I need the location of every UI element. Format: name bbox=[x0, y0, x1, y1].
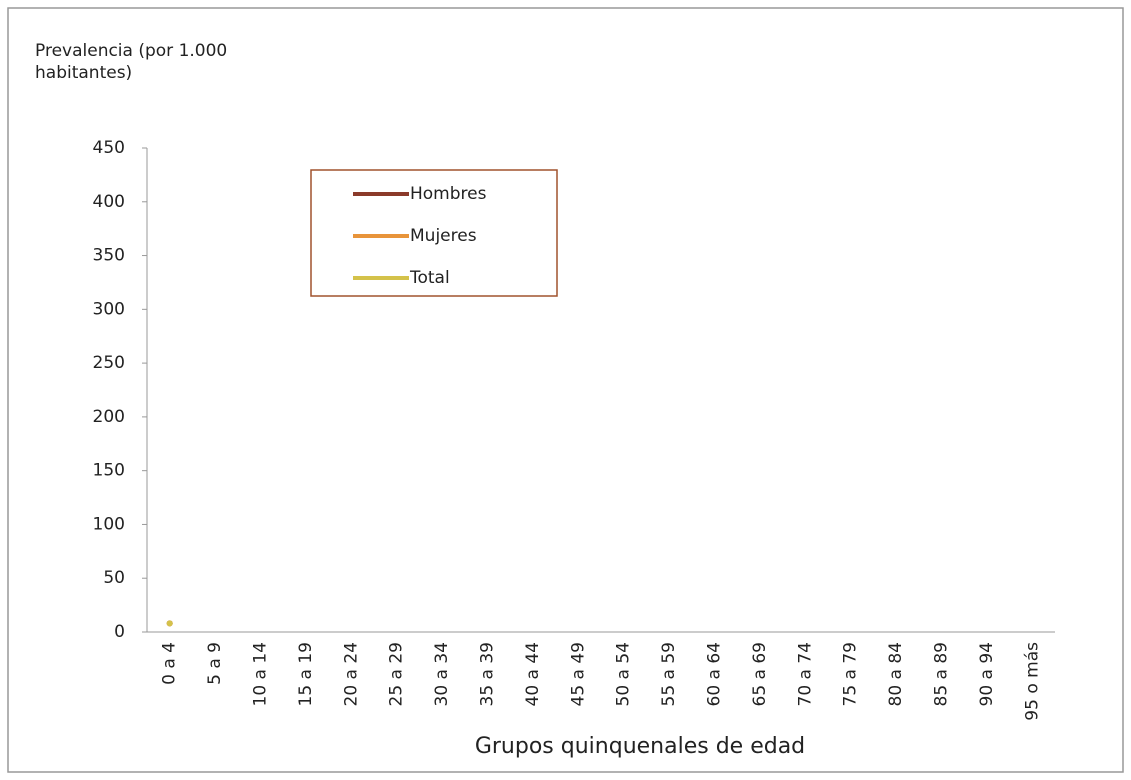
line-point bbox=[166, 620, 173, 627]
legend-label: Total bbox=[409, 268, 450, 288]
y-tick-label: 250 bbox=[93, 353, 125, 373]
x-tick-label: 85 a 89 bbox=[932, 642, 952, 707]
y-axis-title: Prevalencia (por 1.000 habitantes) bbox=[35, 41, 228, 83]
x-tick-label: 80 a 84 bbox=[886, 642, 906, 707]
x-tick-label: 25 a 29 bbox=[387, 642, 407, 707]
y-tick-label: 0 bbox=[114, 622, 125, 642]
x-axis-title: Grupos quinquenales de edad bbox=[475, 734, 805, 759]
x-tick-label: 55 a 59 bbox=[659, 642, 679, 707]
y-tick-label: 200 bbox=[93, 407, 125, 427]
x-tick-label: 30 a 34 bbox=[432, 642, 452, 707]
x-tick-label: 65 a 69 bbox=[750, 642, 770, 707]
x-tick-label: 15 a 19 bbox=[296, 642, 316, 707]
x-tick-label: 0 a 4 bbox=[160, 642, 180, 685]
x-tick-label: 10 a 14 bbox=[251, 642, 271, 707]
x-tick-label: 75 a 79 bbox=[841, 642, 861, 707]
chart-border bbox=[7, 7, 1124, 773]
x-tick-label: 45 a 49 bbox=[568, 642, 588, 707]
y-tick-label: 100 bbox=[93, 514, 125, 534]
y-tick-label: 150 bbox=[93, 461, 125, 481]
y-tick-label: 400 bbox=[93, 192, 125, 212]
y-tick-label: 300 bbox=[93, 299, 125, 319]
x-tick-label: 90 a 94 bbox=[977, 642, 997, 707]
x-tick-label: 70 a 74 bbox=[795, 642, 815, 707]
y-tick-label: 50 bbox=[103, 568, 125, 588]
x-tick-label: 5 a 9 bbox=[205, 642, 225, 685]
legend-box bbox=[310, 169, 558, 297]
x-tick-label: 20 a 24 bbox=[341, 642, 361, 707]
y-tick-label: 350 bbox=[93, 246, 125, 266]
legend-label: Hombres bbox=[410, 184, 487, 204]
x-tick-label: 60 a 64 bbox=[705, 642, 725, 707]
y-tick-label: 450 bbox=[93, 138, 125, 158]
x-tick-label: 95 o más bbox=[1022, 642, 1042, 721]
x-tick-label: 40 a 44 bbox=[523, 642, 543, 707]
x-tick-label: 35 a 39 bbox=[478, 642, 498, 707]
x-tick-label: 50 a 54 bbox=[614, 642, 634, 707]
legend-label: Mujeres bbox=[410, 226, 477, 246]
